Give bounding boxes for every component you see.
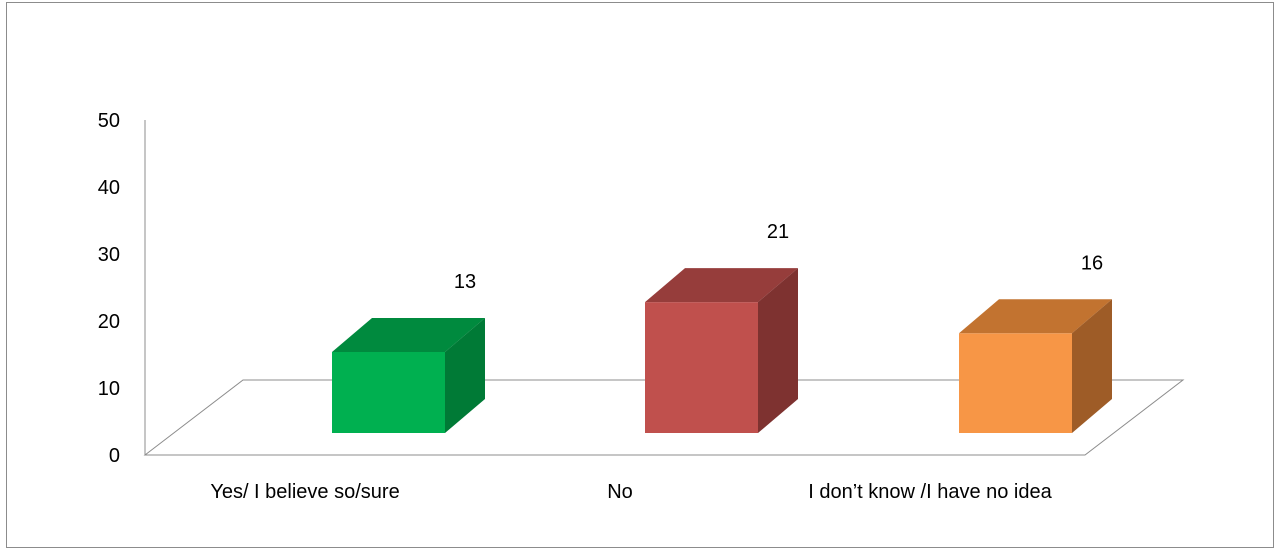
category-label-dont-know: I don’t know /I have no idea	[808, 481, 1052, 503]
y-tick-label: 0	[109, 445, 120, 467]
y-tick-label: 50	[98, 110, 120, 132]
floor-plane	[143, 379, 1185, 456]
chart-frame	[6, 2, 1274, 548]
category-label-no: No	[607, 481, 633, 503]
bar-top-face	[645, 268, 798, 303]
y-tick-label: 10	[98, 378, 120, 400]
chart-axes	[143, 120, 1185, 456]
y-tick-label: 20	[98, 311, 120, 333]
bar-side-face	[445, 317, 485, 433]
data-label-1: 13	[454, 271, 476, 293]
bar-side-face	[1072, 299, 1112, 433]
bar-side-face	[758, 268, 798, 433]
bar-top-face	[332, 317, 485, 352]
bar-top-face	[959, 299, 1112, 334]
bar-front-face	[645, 302, 758, 433]
category-label-yes: Yes/ I believe so/sure	[210, 481, 400, 503]
bar-3	[959, 299, 1112, 433]
y-tick-label: 40	[98, 177, 120, 199]
data-label-3: 16	[1081, 252, 1103, 274]
bar-1	[332, 317, 485, 433]
bar-front-face	[959, 333, 1072, 433]
y-axis-ticks: 0 10 20 30 40 50	[98, 110, 120, 467]
bar-front-face	[332, 351, 445, 433]
data-labels: 13 21 16	[454, 221, 1103, 293]
bar-2	[645, 268, 798, 433]
y-tick-label: 30	[98, 244, 120, 266]
bars	[332, 268, 1112, 433]
data-label-2: 21	[767, 221, 789, 243]
